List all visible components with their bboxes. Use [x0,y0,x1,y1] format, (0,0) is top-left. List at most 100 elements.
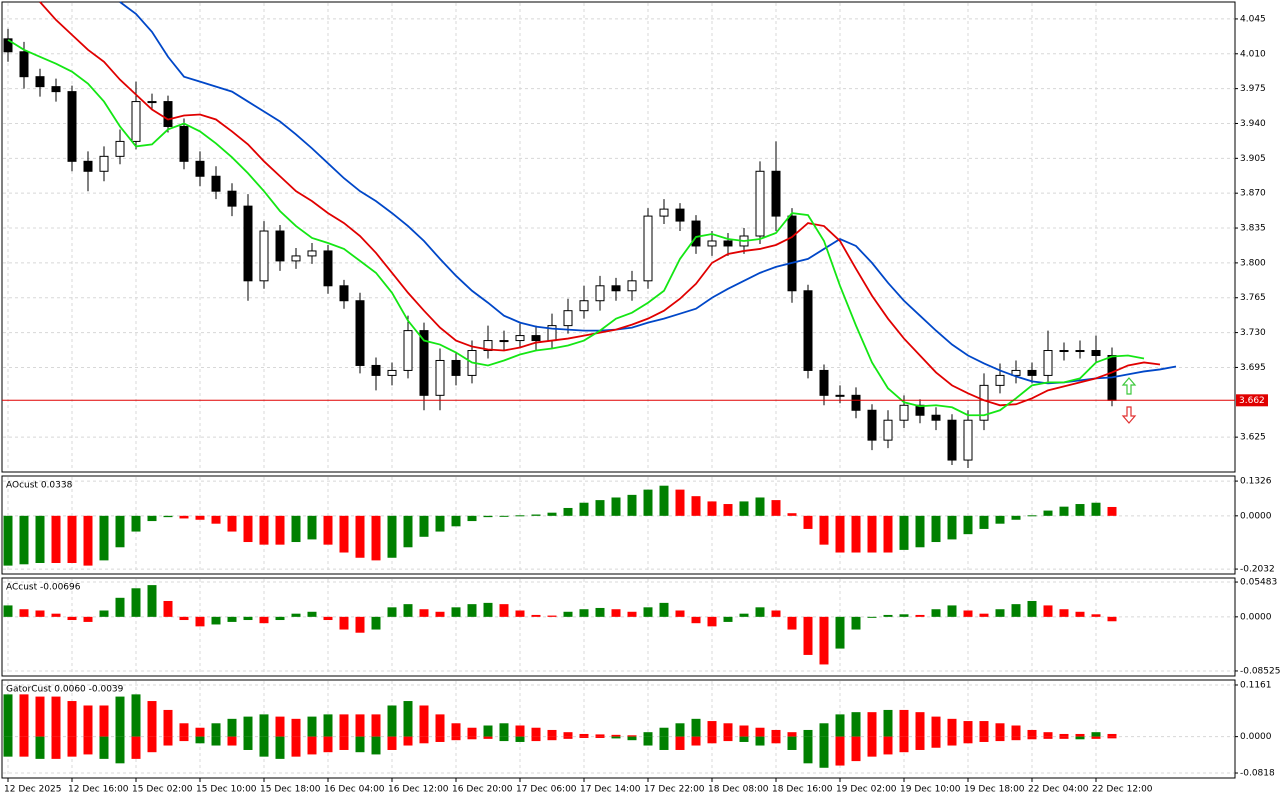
candle-body [963,419,973,461]
histogram-bar [963,610,973,617]
histogram-bar [227,515,237,532]
histogram-bar [499,515,509,517]
candle-body [803,290,813,371]
histogram-bar [163,600,173,617]
histogram-bar [563,611,573,617]
histogram-bar [403,515,413,548]
histogram-bar [339,616,349,630]
gator-bar [755,727,765,737]
histogram-bar [179,515,189,519]
buy-arrow [1121,377,1137,395]
gator-bar [963,721,973,737]
gator-bar [403,701,413,737]
histogram-bar [883,515,893,553]
gator-bar [643,736,653,746]
histogram-bar [355,616,365,633]
histogram-bar [915,515,925,548]
histogram-bar [67,616,77,621]
histogram-bar [1107,506,1117,516]
candle-body [371,364,381,376]
gator-bar [51,696,61,737]
gator-bar [995,736,1005,742]
histogram-bar [515,515,525,517]
gator-bar [1107,733,1117,737]
y-tick-label: 3.870 [1240,189,1266,199]
histogram-bar [99,515,109,561]
gator-bar [451,723,461,737]
gator-bar [99,705,109,737]
gator-bar [211,736,221,746]
gator-bar [899,736,909,753]
histogram-bar [1091,614,1101,617]
histogram-bar [371,616,381,630]
histogram-bar [931,609,941,617]
gator-bar [1075,733,1085,737]
y-tick-label: 0.0000 [1240,612,1272,622]
histogram-bar [259,616,269,624]
candle-body [899,404,909,421]
histogram-bar [3,515,13,566]
x-tick-label: 22 Dec 12:00 [1092,785,1153,795]
gator-bar [803,736,813,764]
gator-bar [1011,725,1021,737]
candle-body [675,208,685,222]
gator-bar [259,714,269,737]
gator-bar [835,736,845,766]
histogram-bar [451,607,461,617]
histogram-bar [803,515,813,529]
histogram-bar [83,616,93,622]
gator-bar [1091,736,1101,739]
candle-body [227,190,237,207]
gator-bar [179,723,189,737]
panel: 0.05483 0.0000 -0.08525 ACcust -0.00696 [1,577,1280,677]
gator-bar [1107,736,1117,739]
gator-bar [771,729,781,737]
gator-bar [307,716,317,737]
gator-bar [307,736,317,755]
x-tick-label: 16 Dec 04:00 [324,785,385,795]
histogram-bar [659,602,669,617]
gator-bar [163,709,173,737]
histogram-bar [163,515,173,518]
y-tick-label: 0.0000 [1240,511,1272,521]
gator-bar [531,727,541,737]
gator-bar [1075,736,1085,740]
histogram-bar [323,616,333,621]
histogram-bar [851,515,861,553]
candle-body [435,359,445,396]
histogram-bar [291,613,301,617]
histogram-bar [819,616,829,665]
candle-body [51,86,61,93]
histogram-bar [899,515,909,550]
candle-body [531,335,541,342]
gator-bar [195,727,205,737]
histogram-bar [835,616,845,649]
gator-bar [387,736,397,750]
gator-bar [931,716,941,737]
x-tick-label: 16 Dec 12:00 [388,785,449,795]
y-tick-label: 0.1326 [1240,477,1272,487]
histogram-bar [979,515,989,529]
histogram-bar [771,610,781,617]
histogram-bar [707,616,717,627]
histogram-bar [19,609,29,617]
gator-bar [915,736,925,750]
histogram-bar [899,614,909,617]
gator-bar [595,736,605,738]
gator-bar [147,701,157,737]
histogram-bar [723,616,733,622]
candle-body [947,419,957,461]
gator-bar [851,712,861,737]
panel-frame [1,1,1236,473]
gator-bar [739,725,749,737]
y-tick-label: 0.0000 [1240,732,1272,742]
gator-bar [787,736,797,750]
candle-body [627,280,637,292]
gator-bar [819,736,829,768]
histogram-bar [435,515,445,532]
y-tick-label: -0.08525 [1240,666,1280,676]
candle-body [579,300,589,312]
y-tick-label: 3.905 [1240,154,1266,164]
histogram-bar [1075,504,1085,516]
gator-bar [835,714,845,737]
